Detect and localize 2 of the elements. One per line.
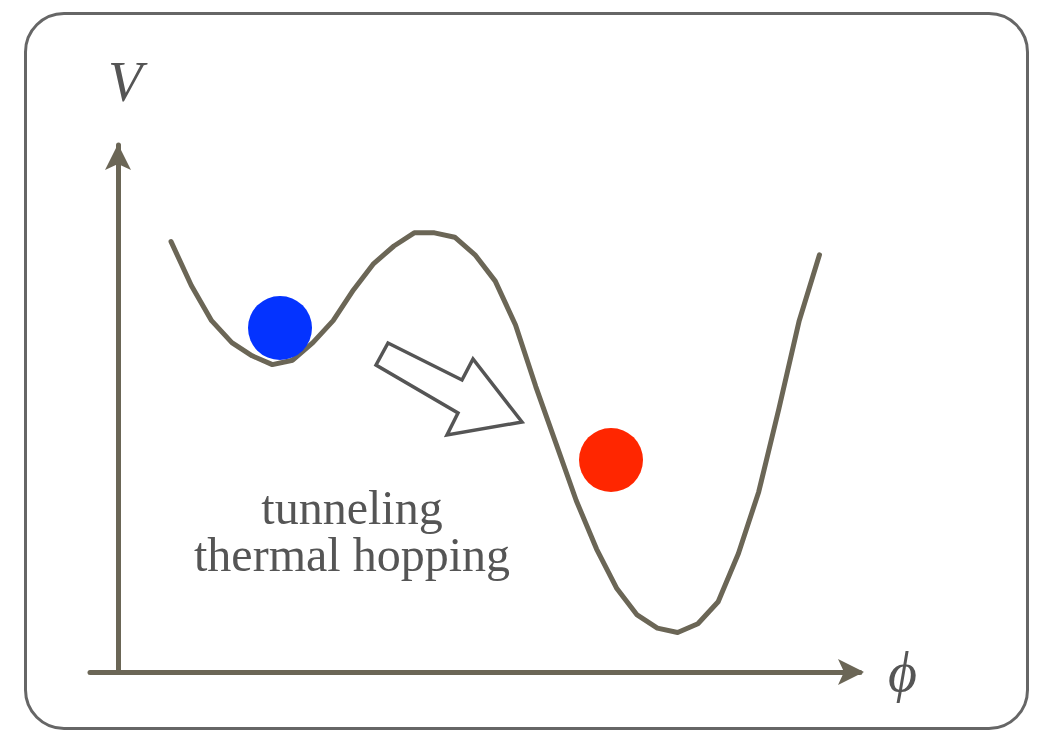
x-axis-title: ϕ [888, 641, 917, 703]
y-axis-title: V [108, 51, 148, 113]
